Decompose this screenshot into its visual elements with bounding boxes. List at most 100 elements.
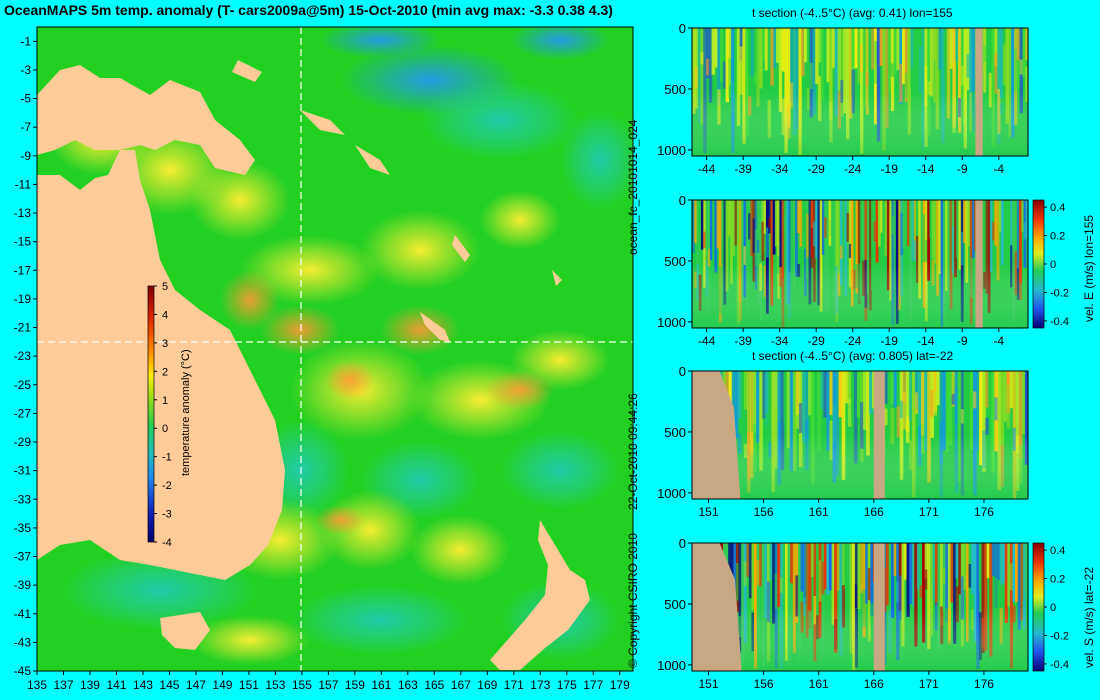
- section-x-tick-label: 151: [699, 677, 719, 691]
- section-field: [692, 200, 1028, 328]
- section-x-tick-label: -9: [957, 334, 968, 348]
- section-x-tick-label: -39: [734, 334, 752, 348]
- section-x-tick-label: 156: [754, 505, 774, 519]
- map-x-tick-label: 149: [212, 678, 232, 692]
- map-x-tick-label: 137: [53, 678, 73, 692]
- map-colorbar-tick: 1: [162, 395, 168, 407]
- map-y-tick-label: -27: [14, 406, 32, 420]
- map-colorbar-tick: -4: [162, 537, 172, 549]
- section-y-tick-label: 500: [664, 254, 686, 269]
- map-y-tick-label: -23: [14, 349, 32, 363]
- vanuatu: [452, 235, 470, 262]
- section-field: [692, 543, 1028, 671]
- vel-s-colorbar-label: vel. S (m/s) lat=-22: [1082, 566, 1096, 668]
- section-x-tick-label: 166: [864, 505, 884, 519]
- map-y-tick-label: -1: [20, 34, 31, 48]
- map-x-tick-label: 153: [265, 678, 285, 692]
- t-section-lon-plot: -44 -39 -34 -29 -24 -19 -14 -9 -4 0 500 1000: [657, 21, 1029, 176]
- section-field: [692, 28, 1028, 156]
- section-frame: [691, 370, 1029, 500]
- section-field: [692, 371, 1028, 499]
- section-y-tick-label: 0: [679, 193, 686, 208]
- section-frame: [691, 27, 1029, 157]
- figure-title: OceanMAPS 5m temp. anomaly (T- cars2009a…: [4, 2, 613, 18]
- vel-e-colorbar-label: vel. E (m/s) lon=155: [1082, 214, 1096, 322]
- map-x-tick-label: 169: [477, 678, 497, 692]
- section-x-tick-label: -24: [844, 162, 862, 176]
- section-land: [873, 543, 885, 671]
- section-x-tick-label: -29: [808, 334, 826, 348]
- v-section-lat-plot: 151 156 161 166 171 176 0 500 1000: [657, 536, 1029, 691]
- issued-label: 22-Oct-2010 09:44:26: [626, 393, 640, 510]
- section-y-tick-label: 0: [679, 364, 686, 379]
- map-y-tick-label: -11: [15, 177, 32, 191]
- section-y-tick-label: 500: [664, 425, 686, 440]
- new-ireland: [232, 60, 262, 82]
- section-frame: [691, 542, 1029, 672]
- section-land: [975, 200, 983, 328]
- section-frame: [691, 199, 1029, 329]
- section-x-tick-label: 171: [919, 505, 939, 519]
- colorbar-tick: 0: [1050, 259, 1056, 271]
- map-x-tick-label: 179: [610, 678, 630, 692]
- section-x-tick-label: 171: [919, 677, 939, 691]
- map-colorbar-tick: -3: [162, 509, 172, 521]
- new-caledonia: [420, 312, 450, 342]
- map-y-tick-label: -43: [14, 635, 32, 649]
- map-x-tick-label: 163: [398, 678, 418, 692]
- map-colorbar-tick: 2: [162, 366, 168, 378]
- map-x-tick-label: 175: [557, 678, 577, 692]
- tasmania: [160, 612, 210, 650]
- map-x-tick-label: 171: [504, 678, 524, 692]
- map-x-tick-label: 147: [186, 678, 206, 692]
- section-y-tick-label: 1000: [657, 486, 686, 501]
- map-y-tick-label: -31: [14, 464, 32, 478]
- map-frame: [36, 26, 634, 672]
- map-x-tick-label: 161: [371, 678, 391, 692]
- section-x-tick-label: -24: [844, 334, 862, 348]
- solomon-islands-b: [355, 145, 390, 175]
- map-x-tick-label: 145: [159, 678, 179, 692]
- colorbar-tick: 0.2: [1050, 574, 1065, 586]
- colorbar-tick: 0.2: [1050, 231, 1065, 243]
- colorbar-tick: -0.2: [1050, 630, 1069, 642]
- section-y-tick-label: 1000: [657, 315, 686, 330]
- section-land: [692, 371, 741, 499]
- map-x-tick-label: 155: [292, 678, 312, 692]
- map-y-tick-label: -3: [20, 63, 31, 77]
- section-y-tick-label: 500: [664, 597, 686, 612]
- map-x-tick-label: 143: [133, 678, 153, 692]
- sections-panel: -44 -39 -34 -29 -24 -19 -14 -9 -4 0 500 1000 -44 -39…: [657, 21, 1069, 691]
- new-zealand: [490, 520, 590, 670]
- map-y-tick-label: -15: [14, 235, 32, 249]
- u-section-lon-plot: -44 -39 -34 -29 -24 -19 -14 -9 -4 0 500 1000: [657, 193, 1029, 348]
- map-y-tick-label: -29: [14, 435, 32, 449]
- section-land: [692, 543, 742, 671]
- copyright-label: © Copyright CSIRO 2010: [626, 533, 640, 668]
- map-colorbar: 5 4 3 2 1 0 -1 -2 -3 -4 temperature anomaly (°C): [147, 281, 192, 549]
- map-y-tick-label: -39: [14, 578, 32, 592]
- map-colorbar-tick: 0: [162, 423, 168, 435]
- section1-title: t section (-4..5°C) (avg: 0.41) lon=155: [752, 6, 953, 20]
- colorbar-tick: -0.2: [1050, 287, 1069, 299]
- run-id-label: ocean_fc_20101014_024: [626, 119, 640, 255]
- section3-title: t section (-4..5°C) (avg: 0.805) lat=-22: [752, 349, 954, 363]
- section-x-tick-label: 176: [974, 677, 994, 691]
- section-x-tick-label: -44: [698, 334, 716, 348]
- map-y-tick-label: -21: [14, 321, 32, 335]
- map-y-tick-label: -25: [14, 378, 32, 392]
- map-axes: 135 137 139 141 143 145 147 149 151 153 155 157 159 1…: [14, 34, 630, 692]
- colorbar-tick: -0.4: [1050, 659, 1069, 671]
- map-colorbar-tick: -1: [162, 452, 172, 464]
- colorbar-tick: 0.4: [1050, 202, 1065, 214]
- map-y-tick-label: -45: [14, 664, 32, 678]
- section-x-tick-label: -9: [957, 162, 968, 176]
- map-y-tick-label: -7: [20, 120, 31, 134]
- section-land: [873, 371, 885, 499]
- section-land: [975, 28, 983, 156]
- section-y-tick-label: 0: [679, 21, 686, 36]
- section-x-tick-label: 161: [809, 677, 829, 691]
- section-x-tick-label: -19: [881, 162, 899, 176]
- land-mask: [37, 60, 590, 670]
